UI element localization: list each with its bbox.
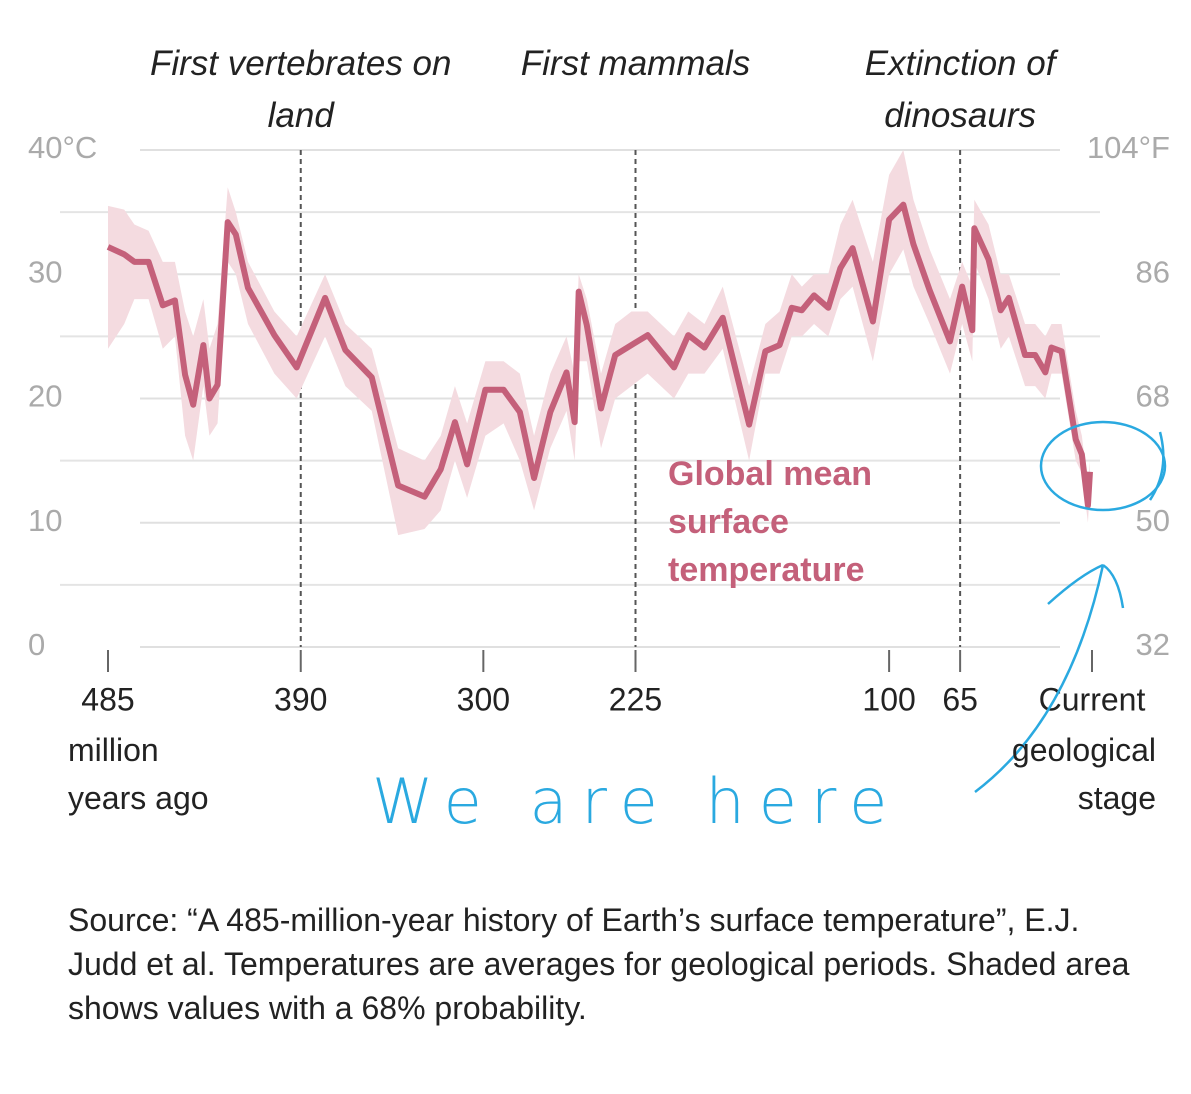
y-tick-label: 40°C: [28, 130, 97, 165]
y-tick-label: 20: [28, 379, 62, 414]
x-label-right: geological stage: [1011, 732, 1156, 816]
event-label: Extinction of dinosaurs: [864, 44, 1056, 135]
x-tick-label: 225: [609, 681, 662, 717]
y2-tick-label: 104°F: [1087, 130, 1170, 165]
temperature-line: [106, 201, 1093, 509]
x-tick-label: 100: [862, 681, 915, 717]
x-label-left: million years ago: [68, 732, 209, 816]
y-tick-label: 30: [28, 254, 62, 289]
handwritten-note: We are here: [372, 765, 902, 838]
uncertainty-band: [108, 150, 1090, 536]
x-tick-label: 390: [274, 681, 327, 717]
y2-tick-label: 32: [1136, 627, 1170, 662]
y2-tick-label: 50: [1136, 503, 1170, 538]
y-tick-label: 10: [28, 503, 62, 538]
source: Source: “A 485-million-year history of E…: [68, 902, 1130, 1026]
series-label: Global mean surface temperature: [668, 455, 873, 589]
plot: 0 10 20 30 40°C 32 50 68 86 104°F 485 390 300 225 100 6…: [28, 130, 1170, 717]
hand-arrow: [974, 563, 1125, 793]
y2-tick-label: 68: [1136, 379, 1170, 414]
hand-circle-tail: [1148, 431, 1165, 501]
event-label: First mammals: [520, 44, 751, 83]
y2-tick-label: 86: [1136, 254, 1170, 289]
hand-circle: [1039, 420, 1167, 512]
x-tick-label: 485: [81, 681, 134, 717]
y-tick-label: 0: [28, 627, 45, 662]
x-tick-label: Current: [1039, 681, 1146, 717]
x-tick-label: 300: [457, 681, 510, 717]
x-tick-label: 65: [942, 681, 978, 717]
event-label: First vertebrates on land: [149, 44, 452, 135]
